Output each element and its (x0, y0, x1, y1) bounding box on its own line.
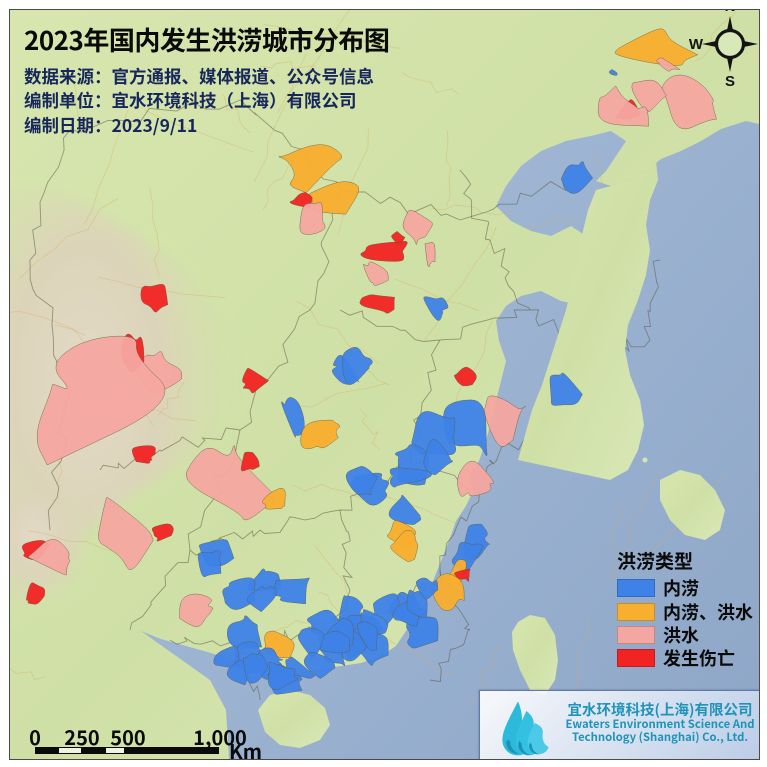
svg-text:S: S (725, 73, 735, 90)
svg-text:N: N (725, 10, 736, 15)
svg-text:W: W (689, 36, 704, 53)
